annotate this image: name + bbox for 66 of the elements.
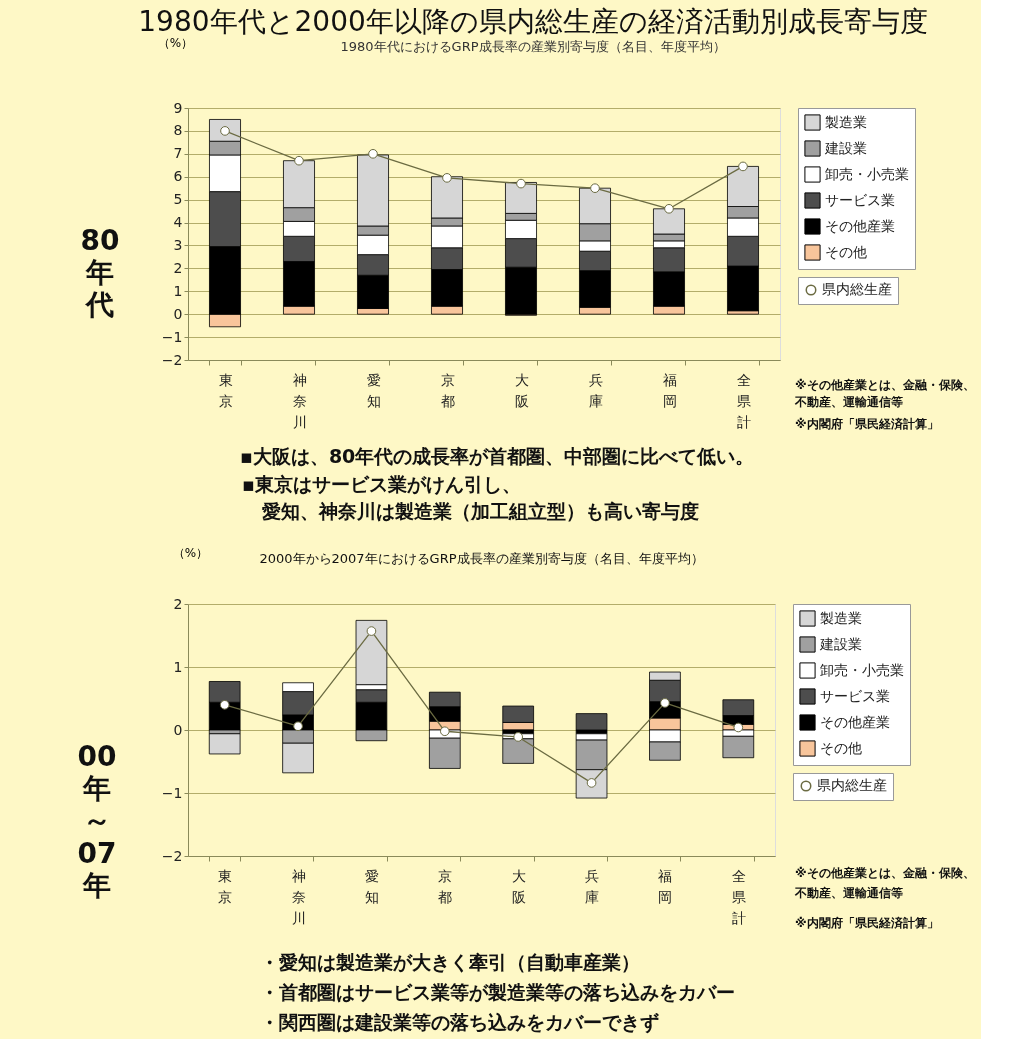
y-tick-label: 9 [173, 99, 183, 116]
text: ※その他産業とは、金融・保険、 [795, 866, 975, 880]
text: ▪大阪は、80年代の成長率が首都圏、中部圏に比べて低い。 [240, 445, 755, 467]
text: ※その他産業とは、金融・保険、 [795, 378, 975, 392]
x-tick-label: 愛知 [366, 371, 381, 409]
y-tick-label: 1 [173, 658, 183, 675]
y-tick-label: −2 [161, 847, 183, 864]
text: ▪東京はサービス業がけん引し、 [242, 473, 521, 495]
y-axis-title: （%） [172, 545, 209, 560]
text: 愛知、神奈川は製造業（加工組立型）も高い寄与度 [262, 500, 699, 522]
x-tick-label: 東京 [218, 867, 233, 905]
y-tick-label: −1 [161, 784, 183, 801]
x-tick-label: 京都 [440, 371, 455, 409]
legend-label: 製造業 [820, 609, 862, 626]
x-tick-label: 京都 [438, 867, 453, 905]
text: 不動産、運輸通信等 [794, 395, 903, 409]
y-tick-label: 7 [173, 145, 183, 162]
legend-label: 卸売・小売業 [825, 165, 909, 182]
text: ・首都圏はサービス業等が製造業等の落ち込みをカバー [260, 981, 735, 1003]
y-tick-label: 3 [173, 236, 183, 253]
y-tick-label: 0 [173, 305, 183, 322]
legend-label: 建設業 [824, 139, 867, 156]
chart-title: 2000年から2007年におけるGRP成長率の産業別寄与度（名目、年度平均） [259, 551, 704, 566]
chart-subtitle: 1980年代におけるGRP成長率の産業別寄与度（名目、年度平均） [340, 39, 726, 54]
legend-label: 県内総生産 [817, 777, 887, 793]
text: 80年代 [80, 224, 120, 322]
x-tick-label: 兵庫 [588, 371, 603, 409]
y-tick-label: −2 [161, 351, 183, 368]
y-tick-label: 1 [173, 282, 183, 299]
legend-label: 製造業 [825, 113, 867, 130]
y-tick-label: 8 [173, 122, 183, 139]
y-tick-label: 6 [173, 168, 183, 185]
x-tick-label: 福岡 [658, 867, 673, 905]
legend-label: サービス業 [820, 687, 890, 704]
legend-label: その他産業 [820, 713, 890, 730]
y-tick-label: 4 [173, 214, 183, 231]
text: ・愛知は製造業が大きく牽引（自動車産業） [260, 951, 640, 973]
x-tick-label: 神奈川 [292, 371, 307, 430]
text: 不動産、運輸通信等 [794, 886, 903, 900]
x-tick-label: 福岡 [662, 371, 677, 409]
y-tick-label: 0 [173, 721, 183, 738]
x-tick-label: 全県計 [736, 371, 751, 430]
text: 00年～07年 [77, 740, 117, 902]
text: ※内閣府「県民経済計算」 [795, 417, 939, 431]
legend-label: 県内総生産 [822, 281, 892, 297]
legend-label: サービス業 [825, 191, 895, 208]
legend-label: その他産業 [825, 217, 895, 234]
x-tick-label: 東京 [218, 371, 233, 409]
chart-title: 1980年代と2000年以降の県内総生産の経済活動別成長寄与度 [138, 5, 928, 38]
y-tick-label: 5 [173, 191, 183, 208]
y-tick-label: 2 [173, 595, 183, 612]
y-tick-label: −1 [161, 328, 183, 345]
y-axis-title: （%） [157, 35, 194, 50]
x-tick-label: 大阪 [514, 371, 529, 409]
legend-label: その他 [820, 739, 862, 756]
legend-label: 建設業 [819, 635, 862, 652]
text: ※内閣府「県民経済計算」 [795, 916, 939, 930]
x-tick-label: 愛知 [364, 867, 379, 905]
legend-label: その他 [825, 243, 867, 260]
legend-label: 卸売・小売業 [820, 661, 904, 678]
x-tick-label: 兵庫 [585, 867, 600, 905]
x-tick-label: 神奈川 [291, 867, 306, 926]
x-tick-label: 大阪 [511, 867, 526, 905]
y-tick-label: 2 [173, 259, 183, 276]
text: ・関西圏は建設業等の落ち込みをカバーできず [260, 1011, 659, 1034]
x-tick-label: 全県計 [731, 867, 746, 926]
